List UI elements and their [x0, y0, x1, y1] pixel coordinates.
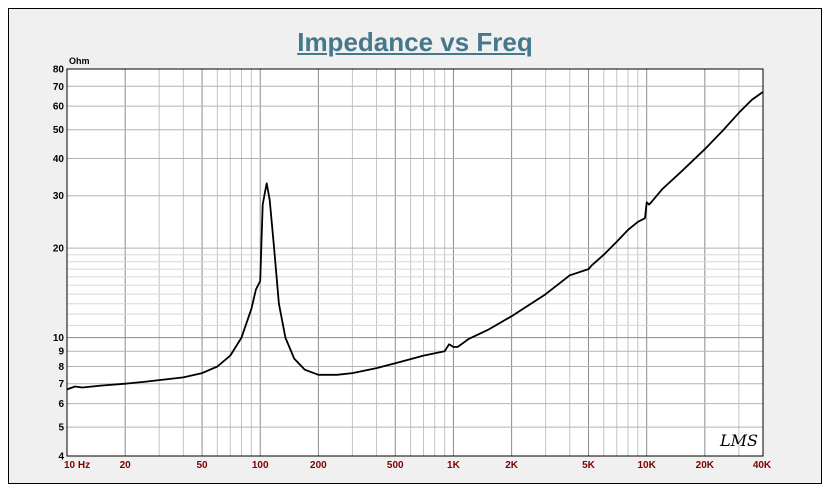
x-tick-label: 40K	[753, 460, 772, 471]
y-tick-label: 9	[58, 347, 64, 358]
y-tick-label: 20	[53, 244, 65, 255]
x-tick-label: 500	[387, 460, 404, 471]
y-tick-label: 10	[53, 333, 65, 344]
x-tick-label: 10 Hz	[64, 460, 90, 471]
x-tick-label: 200	[310, 460, 327, 471]
y-tick-label: 60	[53, 102, 65, 113]
y-tick-label: 30	[53, 191, 65, 202]
y-tick-label: 7	[58, 379, 64, 390]
x-tick-label: 1K	[447, 460, 461, 471]
grid-lines	[67, 69, 763, 456]
y-tick-label: 70	[53, 82, 65, 93]
x-tick-label: 20K	[696, 460, 715, 471]
plot-area	[67, 69, 763, 456]
y-tick-label: 4	[58, 452, 64, 463]
chart-title: Impedance vs Freq	[297, 27, 533, 57]
y-axis-ticks: 4 5 6 7 8 9 10 20 30 40 50 60 70 80	[53, 65, 65, 463]
x-tick-label: 20	[120, 460, 132, 471]
y-tick-label: 80	[53, 65, 65, 76]
plot-border	[66, 68, 764, 457]
x-tick-label: 10K	[637, 460, 656, 471]
x-tick-label: 2K	[505, 460, 519, 471]
lms-watermark: LMS	[719, 431, 758, 450]
x-tick-label: 100	[252, 460, 269, 471]
y-tick-label: 50	[53, 125, 65, 136]
y-tick-label: 40	[53, 154, 65, 165]
y-tick-label: 6	[58, 399, 64, 410]
y-tick-label: 5	[58, 423, 64, 434]
y-tick-label: 8	[58, 362, 64, 373]
x-tick-label: 5K	[582, 460, 596, 471]
impedance-series-line	[66, 91, 764, 391]
y-axis-unit: Ohm	[69, 56, 90, 66]
series-group	[66, 91, 764, 391]
x-axis-ticks: 10 Hz 20 50 100 200 500 1K 2K 5K 10K 20K 40K	[64, 460, 772, 471]
x-tick-label: 50	[196, 460, 208, 471]
